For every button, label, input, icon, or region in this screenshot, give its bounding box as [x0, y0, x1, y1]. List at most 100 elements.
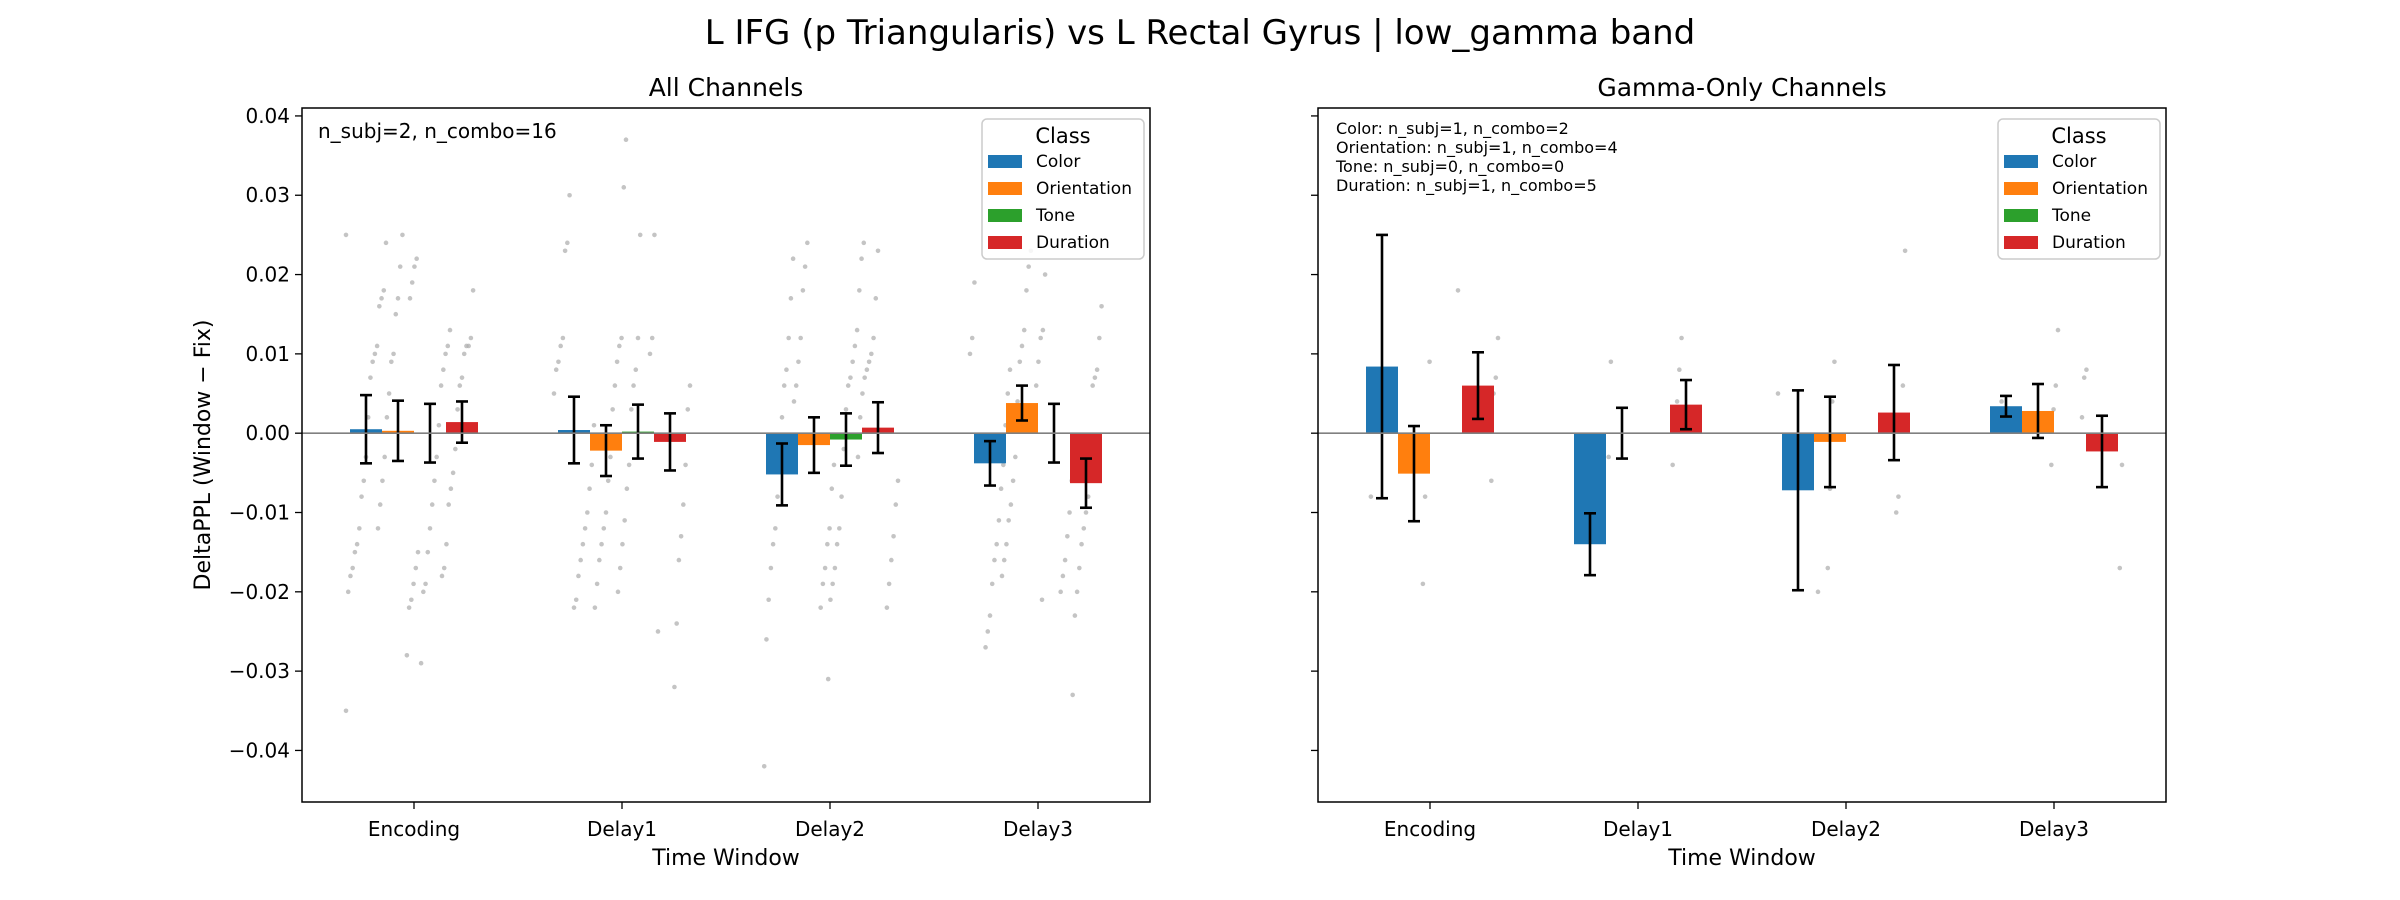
scatter-point	[687, 383, 693, 388]
scatter-point	[681, 502, 686, 507]
scatter-point	[624, 486, 630, 492]
scatter-point	[764, 637, 769, 642]
panel-gamma-only-channels: Gamma-Only Channels Encoding Delay1 Delay2…	[1311, 73, 2167, 871]
scatter-point	[1094, 367, 1100, 373]
scatter-point	[436, 422, 442, 428]
legend-label-duration: Duration	[1036, 233, 1110, 253]
scatter-point	[553, 367, 559, 373]
scatter-point	[354, 541, 360, 547]
legend-swatch-duration	[988, 236, 1022, 249]
scatter-point	[1060, 573, 1066, 579]
scatter-point	[443, 351, 448, 357]
scatter-point	[381, 288, 387, 293]
scatter-point	[2117, 565, 2123, 571]
legend-swatch-tone	[988, 209, 1022, 222]
scatter-point	[635, 335, 641, 341]
scatter-point	[1039, 597, 1045, 603]
scatter-point	[891, 533, 896, 539]
scatter-point	[389, 359, 394, 365]
scatter-point	[626, 462, 632, 468]
scatter-point	[1005, 391, 1011, 396]
scatter-point	[614, 359, 620, 365]
scatter-point	[1058, 589, 1063, 595]
scatter-point	[2119, 462, 2125, 468]
scatter-point	[441, 367, 446, 373]
scatter-point	[864, 367, 870, 373]
scatter-point	[989, 581, 995, 587]
scatter-point	[397, 264, 403, 269]
scatter-point	[617, 343, 622, 349]
scatter-point	[1008, 502, 1014, 507]
scatter-point	[678, 533, 684, 539]
scatter-point	[348, 573, 353, 579]
scatter-point	[412, 264, 417, 269]
scatter-point	[464, 343, 469, 349]
scatter-point	[1077, 565, 1082, 571]
scatter-point	[585, 510, 590, 515]
x-tick-label-delay1: Delay1	[1603, 817, 1673, 841]
scatter-point	[1896, 494, 1901, 499]
y-tick-label: −0.02	[229, 580, 290, 604]
scatter-point	[377, 303, 382, 309]
legend-frame	[1997, 118, 2161, 260]
scatter-point	[1893, 510, 1899, 515]
scatter-point	[857, 288, 862, 293]
x-tick-label-delay2: Delay2	[795, 817, 865, 841]
scatter-point	[411, 581, 416, 587]
scatter-point	[1074, 589, 1080, 595]
scatter-point	[571, 605, 577, 610]
scatter-point	[969, 335, 975, 341]
scatter-point	[845, 383, 851, 388]
scatter-point	[1815, 589, 1821, 595]
scatter-point	[558, 343, 563, 349]
x-axis-label-gamma-only: Time Window	[1667, 846, 1816, 871]
legend-title: Class	[1035, 124, 1090, 148]
scatter-point	[779, 415, 785, 420]
plot-area-gamma-only: Encoding Delay1 Delay2 Delay3	[1311, 115, 2166, 841]
scatter-point	[1070, 692, 1075, 698]
scatter-point	[791, 399, 797, 404]
scatter-point	[889, 557, 894, 563]
legend-title: Class	[2051, 124, 2106, 148]
scatter-point	[1010, 478, 1016, 484]
y-tick-label: −0.01	[229, 501, 290, 525]
scatter-point	[852, 343, 858, 349]
scatter-point	[672, 684, 677, 690]
legend-swatch-tone	[2004, 209, 2038, 222]
scatter-point	[622, 518, 627, 523]
scatter-point	[875, 248, 881, 254]
scatter-point	[647, 351, 653, 357]
scatter-point	[582, 526, 588, 531]
scatter-point	[987, 613, 993, 618]
scatter-point	[790, 256, 796, 261]
scatter-point	[448, 486, 454, 492]
x-tick-label-delay1: Delay1	[587, 817, 657, 841]
scatter-point	[761, 764, 767, 769]
scatter-point	[2055, 327, 2061, 333]
scatter-point	[850, 359, 855, 365]
scatter-point	[822, 565, 828, 571]
legend-gamma-only: Class Color Orientation Tone Duration	[1997, 118, 2161, 260]
legend-frame	[981, 118, 1145, 260]
scatter-point	[439, 573, 445, 579]
scatter-point	[854, 327, 860, 333]
scatter-point	[1489, 478, 1494, 484]
scatter-point	[676, 557, 682, 563]
scatter-point	[871, 335, 876, 341]
scatter-point	[384, 415, 390, 420]
scatter-point	[601, 526, 607, 531]
scatter-point	[998, 486, 1004, 492]
scatter-point	[1036, 359, 1041, 365]
scatter-point	[828, 597, 833, 603]
scatter-point	[427, 526, 433, 531]
scatter-point	[820, 581, 826, 587]
scatter-point	[1097, 335, 1102, 341]
scatter-point	[1001, 557, 1007, 563]
scatter-point	[375, 526, 381, 531]
scatter-point	[895, 478, 901, 484]
plot-area-all-channels: −0.04 −0.03 −0.02 −0.01 0.00 0.01 0.02 0.03 0.04…	[229, 104, 1150, 841]
scatter-point	[612, 383, 618, 388]
scatter-point	[674, 621, 679, 626]
scatter-point	[784, 367, 789, 373]
